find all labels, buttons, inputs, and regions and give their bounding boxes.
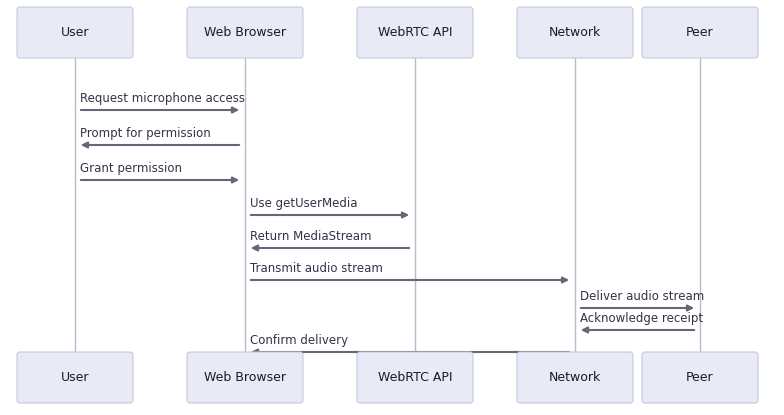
Text: Request microphone access: Request microphone access [80,92,245,105]
Text: Confirm delivery: Confirm delivery [250,334,348,347]
Text: WebRTC API: WebRTC API [378,371,452,384]
FancyBboxPatch shape [642,7,758,58]
Text: Network: Network [549,371,601,384]
Text: Return MediaStream: Return MediaStream [250,230,372,243]
FancyBboxPatch shape [187,352,303,403]
Text: Web Browser: Web Browser [204,371,286,384]
FancyBboxPatch shape [517,352,633,403]
FancyBboxPatch shape [642,352,758,403]
FancyBboxPatch shape [357,352,473,403]
Text: Peer: Peer [686,26,713,39]
FancyBboxPatch shape [17,7,133,58]
Text: Prompt for permission: Prompt for permission [80,127,211,140]
Text: WebRTC API: WebRTC API [378,26,452,39]
FancyBboxPatch shape [357,7,473,58]
FancyBboxPatch shape [517,7,633,58]
Text: Network: Network [549,26,601,39]
Text: Web Browser: Web Browser [204,26,286,39]
Text: Deliver audio stream: Deliver audio stream [580,290,704,303]
Text: Transmit audio stream: Transmit audio stream [250,262,383,275]
Text: Use getUserMedia: Use getUserMedia [250,197,358,210]
Text: User: User [60,26,89,39]
FancyBboxPatch shape [187,7,303,58]
FancyBboxPatch shape [17,352,133,403]
Text: Acknowledge receipt: Acknowledge receipt [580,312,703,325]
Text: User: User [60,371,89,384]
Text: Grant permission: Grant permission [80,162,182,175]
Text: Peer: Peer [686,371,713,384]
